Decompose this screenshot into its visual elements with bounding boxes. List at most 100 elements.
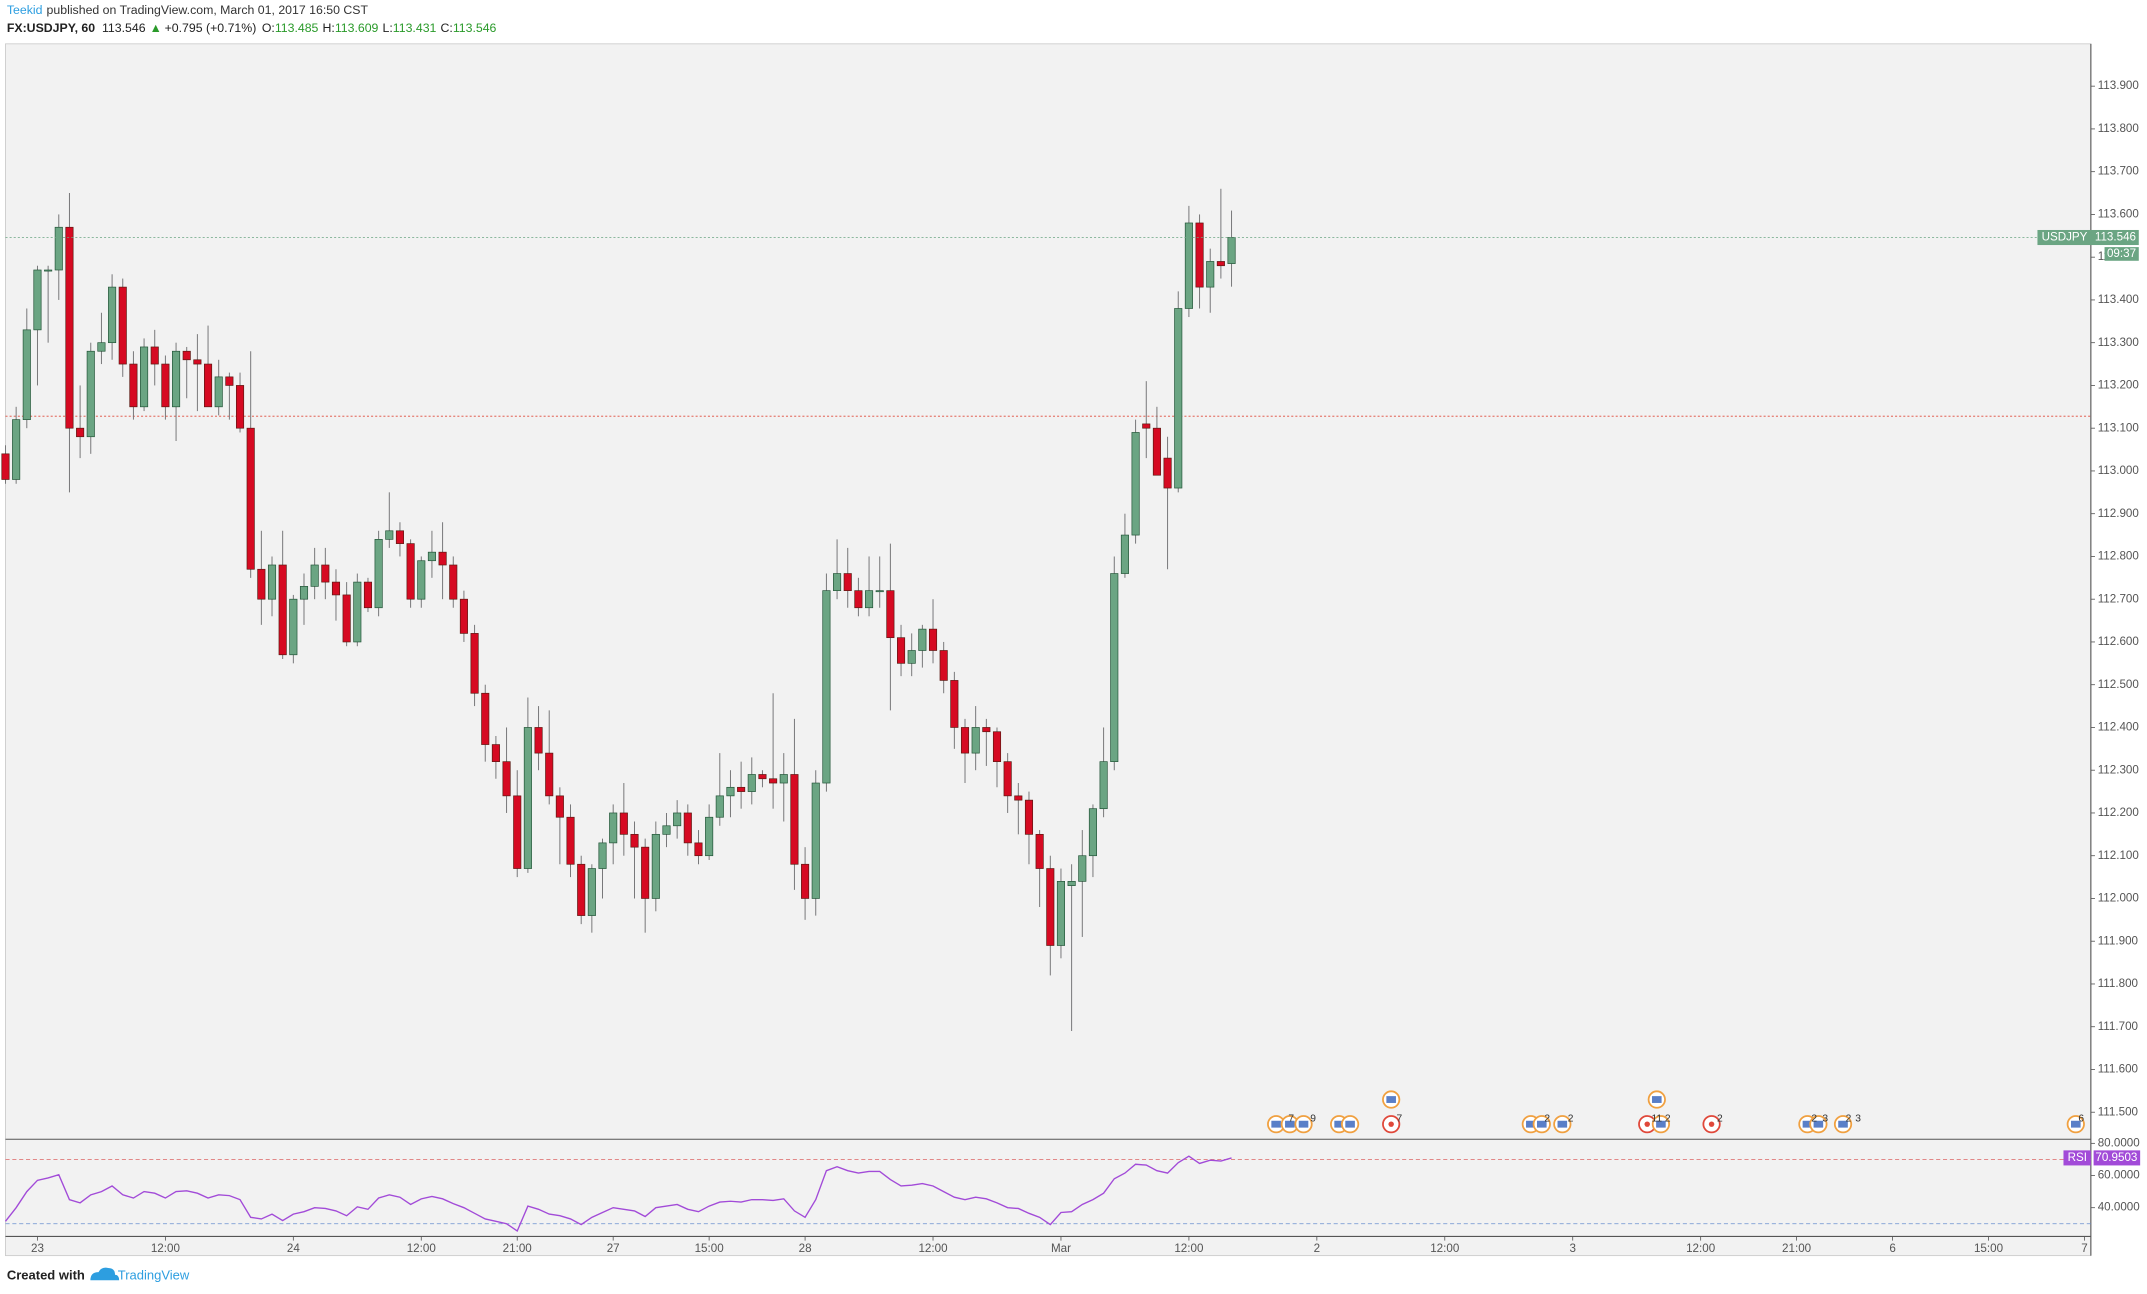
last: 113.546 xyxy=(102,21,146,35)
candle-body xyxy=(971,727,980,754)
candle-body xyxy=(374,539,383,609)
candle-body xyxy=(129,363,138,408)
candle-body xyxy=(630,833,639,848)
candle-body xyxy=(1152,427,1161,476)
candle-body xyxy=(865,590,874,609)
x-tick-label: 28 xyxy=(799,1242,812,1255)
y-tick-label: 113.700 xyxy=(2098,165,2140,178)
author: Teekid xyxy=(7,3,43,17)
x-tick-label: 15:00 xyxy=(695,1242,725,1255)
event-label: 7 xyxy=(1288,1113,1294,1124)
chart-area xyxy=(5,43,2092,1257)
l: 113.431 xyxy=(393,21,437,35)
candle-body xyxy=(758,774,767,780)
candle-body xyxy=(108,286,117,344)
y-tick-label: 112.700 xyxy=(2098,592,2140,605)
candle-body xyxy=(267,564,277,600)
countdown-box xyxy=(2104,247,2139,261)
candle-body xyxy=(1035,833,1044,869)
candle-body xyxy=(33,269,42,331)
candle-body xyxy=(683,812,692,844)
candle-body xyxy=(1056,881,1066,946)
candle-body xyxy=(897,637,906,664)
candle-body xyxy=(406,543,415,600)
y-tick-label: 111.800 xyxy=(2098,977,2139,990)
event-flag xyxy=(1557,1120,1568,1128)
footer-brand[interactable]: TradingView xyxy=(118,1268,190,1283)
y-tick-label: 111.700 xyxy=(2098,1020,2139,1033)
y-tick-label: 113.600 xyxy=(2098,208,2140,221)
countdown-label: 09:37 xyxy=(2107,247,2136,260)
rsi-value: 70.9503 xyxy=(2095,1151,2137,1164)
event-label: 2 xyxy=(1811,1113,1817,1124)
event-label: 2 xyxy=(1568,1113,1574,1124)
candle-body xyxy=(310,564,319,587)
candle-body xyxy=(353,581,362,643)
x-tick-label: 3 xyxy=(1569,1242,1575,1255)
rsi-name-box xyxy=(2063,1150,2091,1166)
event-flag xyxy=(1652,1096,1662,1103)
event-label: 2 xyxy=(1665,1113,1671,1124)
y-tick-label: 112.100 xyxy=(2098,849,2140,862)
y-tick-label: 111.600 xyxy=(2098,1063,2139,1076)
price-label-box xyxy=(2037,229,2139,246)
candle-body xyxy=(523,727,532,869)
candle-body xyxy=(513,795,522,869)
x-tick-label: 12:00 xyxy=(1174,1242,1204,1255)
candle-body xyxy=(673,812,682,827)
candle-body xyxy=(1014,795,1023,801)
x-tick-label: 12:00 xyxy=(918,1242,948,1255)
candle-body xyxy=(257,568,266,600)
y-tick-label: 112.500 xyxy=(2098,678,2140,691)
arrow: ▲ xyxy=(150,21,162,35)
x-tick-label: 21:00 xyxy=(1782,1242,1812,1255)
candle-body xyxy=(502,761,511,797)
x-tick-label: 12:00 xyxy=(151,1242,181,1255)
candle-body xyxy=(662,825,671,835)
y-tick-label: 111.500 xyxy=(2098,1105,2139,1118)
event-label: 7 xyxy=(1397,1113,1403,1124)
candle-body xyxy=(299,586,309,600)
event-flag xyxy=(1334,1120,1344,1128)
candle-body xyxy=(822,590,831,784)
candle-body xyxy=(1067,881,1076,886)
h-label: H: xyxy=(323,21,335,35)
candle-body xyxy=(1216,261,1225,267)
x-tick-label: 15:00 xyxy=(1974,1242,2004,1255)
candle-body xyxy=(1,453,10,480)
candle-body xyxy=(843,573,852,591)
candle-body xyxy=(651,833,660,899)
event-flag xyxy=(1838,1120,1848,1128)
y-tick-label: 112.900 xyxy=(2098,507,2140,520)
x-tick-label: 2 xyxy=(1314,1242,1320,1255)
candle-body xyxy=(150,346,159,365)
event-flag xyxy=(2071,1120,2081,1128)
y-tick-label: 40.0000 xyxy=(2098,1201,2141,1214)
y-tick-label: 113.000 xyxy=(2098,464,2140,477)
candle-body xyxy=(417,560,426,600)
candle-body xyxy=(950,680,959,728)
tradingview-logo xyxy=(90,1267,120,1281)
candle-body xyxy=(118,286,127,365)
published: published on TradingView.com, March 01, … xyxy=(47,3,369,17)
candle-body xyxy=(225,376,234,386)
y-tick-label: 112.200 xyxy=(2098,806,2140,819)
candle-body xyxy=(76,427,85,438)
candle-body xyxy=(363,581,373,609)
event-flag xyxy=(1298,1120,1309,1128)
event-label: 2 xyxy=(1846,1113,1852,1124)
candle-body xyxy=(321,564,330,583)
c-label: C: xyxy=(441,21,453,35)
x-tick-label: 24 xyxy=(287,1242,300,1255)
candle-body xyxy=(566,816,575,865)
event-flag xyxy=(1386,1096,1396,1103)
candle-body xyxy=(331,581,341,596)
y-tick-label: 113.800 xyxy=(2098,122,2140,135)
l-label: L: xyxy=(383,21,393,35)
candle-body xyxy=(470,633,479,694)
event-flag xyxy=(1271,1120,1281,1128)
event-flag xyxy=(1656,1120,1666,1128)
event-flag xyxy=(1345,1120,1355,1128)
candle-body xyxy=(1227,237,1236,264)
